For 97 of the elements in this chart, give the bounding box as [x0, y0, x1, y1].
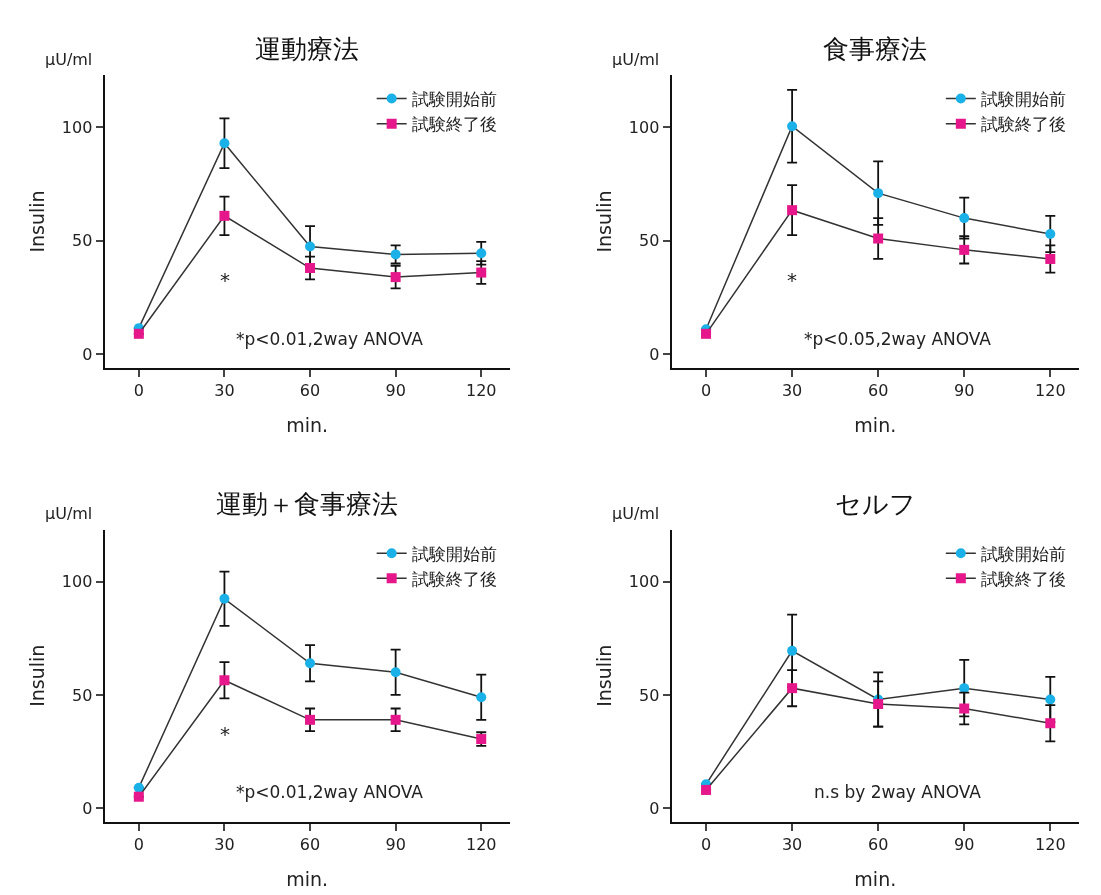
legend-label: 試験開始前	[411, 543, 497, 564]
point	[219, 210, 230, 221]
y-tick-label: 50	[639, 685, 660, 705]
point	[1045, 694, 1056, 705]
y-tick-label: 50	[72, 685, 93, 705]
legend-label: 試験終了後	[980, 114, 1066, 135]
annotation: *p<0.01,2way ANOVA	[236, 782, 424, 802]
point	[787, 205, 798, 216]
legend-label: 試験開始前	[980, 89, 1066, 110]
y-tick-label: 0	[649, 798, 660, 818]
x-tick-label: 30	[781, 381, 803, 401]
point	[476, 692, 487, 703]
x-tick-label: 0	[133, 834, 144, 854]
legend-label: 試験開始前	[980, 543, 1066, 564]
x-tick-label: 60	[299, 381, 321, 401]
point	[305, 241, 316, 252]
y-axis-title: Insulin	[593, 644, 616, 707]
point	[305, 658, 316, 669]
x-axis-title: min.	[854, 868, 897, 891]
point	[959, 703, 970, 714]
point	[133, 782, 144, 793]
annotation: *p<0.05,2way ANOVA	[804, 329, 992, 349]
y-tick-label: 0	[82, 798, 93, 818]
x-tick-label: 0	[133, 381, 144, 401]
point	[1045, 228, 1056, 239]
text: μU/ml	[612, 504, 660, 523]
x-tick-label: 30	[214, 834, 235, 854]
x-tick-label: 60	[867, 834, 889, 854]
point	[787, 645, 798, 656]
x-tick-label: 60	[867, 381, 889, 401]
point	[390, 714, 401, 725]
y-tick-label: 100	[628, 117, 660, 137]
x-tick-label: 90	[954, 834, 975, 854]
text: μU/ml	[45, 50, 93, 69]
annotation: *	[220, 268, 230, 292]
point	[476, 248, 487, 259]
point	[219, 138, 230, 149]
legend-label: 試験終了後	[980, 568, 1066, 589]
point	[305, 263, 316, 274]
x-axis-title: min.	[286, 868, 329, 891]
point	[959, 244, 970, 255]
x-tick-label: 30	[781, 834, 803, 854]
chart-title: 運動＋食事療法	[216, 489, 398, 519]
point	[133, 791, 144, 802]
legend-label: 試験終了後	[411, 568, 497, 589]
chart-title: 食事療法	[823, 34, 927, 64]
annotation: n.s by 2way ANOVA	[814, 782, 982, 802]
annotation: *	[787, 268, 797, 292]
point	[787, 683, 798, 694]
point	[390, 272, 401, 283]
point	[305, 714, 316, 725]
legend-label: 試験終了後	[411, 114, 497, 135]
point	[133, 328, 144, 339]
x-tick-label: 90	[385, 381, 406, 401]
chart-title: 運動療法	[255, 34, 359, 64]
y-tick-label: 50	[639, 231, 660, 251]
x-tick-label: 0	[700, 834, 712, 854]
y-axis-title: Insulin	[593, 190, 616, 253]
legend-label: 試験開始前	[411, 89, 497, 110]
annotation: *	[220, 722, 230, 746]
y-tick-label: 100	[61, 572, 93, 592]
point	[1045, 253, 1056, 264]
text: μU/ml	[45, 504, 93, 523]
y-tick-label: 100	[61, 117, 93, 137]
point	[873, 699, 884, 709]
x-tick-label: 120	[465, 834, 497, 854]
point	[390, 667, 401, 678]
x-axis-title: min.	[286, 414, 329, 437]
x-tick-label: 30	[214, 381, 235, 401]
x-tick-label: 120	[465, 381, 497, 401]
x-tick-label: 60	[299, 834, 321, 854]
point	[476, 267, 487, 278]
x-tick-label: 90	[954, 381, 975, 401]
point	[1045, 718, 1056, 729]
point	[219, 675, 230, 686]
chart-title: セルフ	[835, 489, 916, 519]
point	[959, 213, 970, 224]
point	[219, 593, 230, 604]
y-tick-label: 50	[72, 231, 93, 251]
x-axis-title: min.	[854, 414, 897, 437]
x-tick-label: 90	[385, 834, 406, 854]
text: μU/ml	[612, 50, 660, 69]
y-axis-title: Insulin	[26, 644, 49, 707]
y-tick-label: 0	[649, 344, 660, 364]
point	[787, 121, 798, 132]
point	[701, 328, 712, 339]
y-tick-label: 0	[82, 344, 93, 364]
y-axis-title: Insulin	[26, 190, 49, 253]
x-tick-label: 120	[1035, 381, 1066, 401]
y-tick-label: 100	[628, 572, 660, 592]
point	[701, 784, 712, 795]
x-tick-label: 120	[1035, 834, 1066, 854]
point	[873, 233, 884, 244]
annotation: *p<0.01,2way ANOVA	[236, 329, 424, 349]
point	[390, 249, 401, 260]
x-tick-label: 0	[700, 381, 712, 401]
point	[873, 188, 884, 199]
